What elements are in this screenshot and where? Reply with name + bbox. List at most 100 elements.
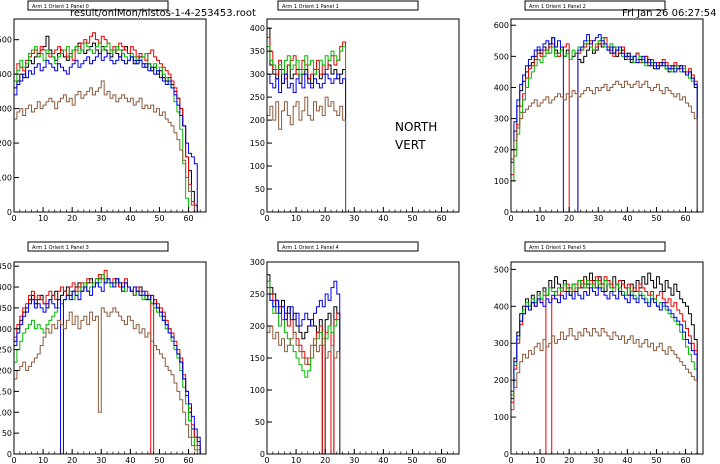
histogram-series-black bbox=[13, 274, 201, 454]
y-tick-label: 200 bbox=[494, 376, 509, 385]
x-tick-label: 20 bbox=[564, 214, 574, 223]
histogram-series-brown bbox=[266, 96, 352, 213]
y-tick-label: 200 bbox=[0, 139, 12, 148]
panel-title-box bbox=[277, 0, 419, 11]
panel-title-box bbox=[524, 0, 666, 11]
panel-title: Arm 1 Orient 1 Panel 0 bbox=[32, 4, 89, 10]
histogram-series-green bbox=[266, 46, 352, 213]
y-tick-label: 300 bbox=[250, 258, 265, 267]
x-tick-label: 60 bbox=[680, 456, 690, 464]
histogram-series-black bbox=[510, 272, 698, 454]
panel-title: Arm 1 Orient 1 Panel 4 bbox=[282, 245, 339, 251]
y-tick-label: 300 bbox=[0, 325, 12, 334]
y-tick-label: 200 bbox=[494, 146, 509, 155]
y-tick-label: 0 bbox=[7, 450, 12, 459]
histogram-series-blue bbox=[510, 34, 698, 213]
histogram-series-brown bbox=[266, 325, 349, 455]
x-tick-label: 10 bbox=[291, 456, 301, 464]
y-tick-label: 400 bbox=[250, 24, 265, 33]
histogram-series-green bbox=[510, 37, 698, 212]
x-tick-label: 20 bbox=[564, 456, 574, 464]
y-tick-label: 500 bbox=[494, 52, 509, 61]
datetime-label: Fri Jan 26 06:27:54 2006 bbox=[622, 8, 720, 19]
histogram-series-green bbox=[13, 42, 201, 213]
x-tick-label: 10 bbox=[38, 456, 48, 464]
x-tick-label: 30 bbox=[349, 456, 359, 464]
y-tick-label: 300 bbox=[250, 70, 265, 79]
y-tick-label: 150 bbox=[250, 354, 265, 363]
x-tick-label: 60 bbox=[436, 214, 446, 223]
x-tick-label: 10 bbox=[535, 214, 545, 223]
histogram-series-red bbox=[266, 36, 352, 213]
histogram-series-green bbox=[13, 274, 201, 454]
y-tick-label: 50 bbox=[255, 418, 265, 427]
x-tick-label: 0 bbox=[508, 214, 513, 223]
filename-label: result/onlMon/histos-1-4-253453.root bbox=[70, 8, 256, 19]
y-tick-label: 0 bbox=[260, 450, 265, 459]
x-tick-label: 40 bbox=[125, 456, 135, 464]
x-tick-label: 40 bbox=[378, 456, 388, 464]
plot-frame bbox=[510, 261, 704, 455]
histogram-series-blue bbox=[13, 52, 201, 213]
y-tick-label: 500 bbox=[494, 265, 509, 274]
y-tick-label: 500 bbox=[0, 36, 12, 45]
histogram-series-red bbox=[510, 276, 698, 455]
x-tick-label: 60 bbox=[436, 456, 446, 464]
panel-title: Arm 1 Orient 1 Panel 2 bbox=[529, 4, 586, 10]
x-tick-label: 40 bbox=[622, 456, 632, 464]
panel-title: Arm 1 Orient 1 Panel 5 bbox=[529, 245, 586, 251]
x-tick-label: 40 bbox=[622, 214, 632, 223]
y-tick-label: 400 bbox=[494, 83, 509, 92]
x-tick-label: 50 bbox=[407, 214, 417, 223]
y-tick-label: 250 bbox=[250, 290, 265, 299]
histogram-series-blue bbox=[266, 280, 349, 455]
annotation-north: NORTH bbox=[395, 120, 438, 134]
y-tick-label: 300 bbox=[494, 339, 509, 348]
histogram-series-brown bbox=[13, 80, 201, 213]
x-tick-label: 0 bbox=[11, 456, 16, 464]
x-tick-label: 20 bbox=[67, 456, 77, 464]
panel-title-box bbox=[27, 241, 169, 252]
plot-frame bbox=[13, 261, 207, 455]
x-tick-label: 30 bbox=[96, 456, 106, 464]
y-tick-label: 200 bbox=[250, 322, 265, 331]
plot-frame bbox=[13, 18, 207, 213]
x-tick-label: 20 bbox=[320, 214, 330, 223]
histogram-series-green bbox=[510, 279, 698, 454]
x-tick-label: 60 bbox=[183, 214, 193, 223]
histogram-series-red bbox=[13, 32, 201, 213]
x-tick-label: 50 bbox=[154, 456, 164, 464]
y-tick-label: 0 bbox=[7, 208, 12, 217]
plot-frame bbox=[510, 18, 704, 213]
y-tick-label: 250 bbox=[0, 346, 12, 355]
x-tick-label: 0 bbox=[508, 456, 513, 464]
y-tick-label: 400 bbox=[494, 302, 509, 311]
y-tick-label: 300 bbox=[494, 115, 509, 124]
y-tick-label: 100 bbox=[250, 162, 265, 171]
panel-title: Arm 1 Orient 1 Panel 3 bbox=[32, 245, 89, 251]
y-tick-label: 100 bbox=[494, 177, 509, 186]
x-tick-label: 20 bbox=[67, 214, 77, 223]
y-tick-label: 0 bbox=[504, 450, 509, 459]
y-tick-label: 150 bbox=[250, 139, 265, 148]
histogram-series-black bbox=[266, 27, 352, 213]
x-tick-label: 30 bbox=[349, 214, 359, 223]
plot-frame bbox=[266, 18, 460, 213]
y-tick-label: 0 bbox=[260, 208, 265, 217]
panel-title-box bbox=[524, 241, 666, 252]
y-tick-label: 100 bbox=[494, 413, 509, 422]
x-tick-label: 0 bbox=[264, 214, 269, 223]
histogram-series-brown bbox=[510, 327, 698, 454]
histogram-series-green bbox=[266, 280, 349, 455]
y-tick-label: 600 bbox=[494, 21, 509, 30]
x-tick-label: 50 bbox=[407, 456, 417, 464]
x-tick-label: 0 bbox=[11, 214, 16, 223]
y-tick-label: 250 bbox=[250, 93, 265, 102]
histogram-series-blue bbox=[13, 278, 201, 455]
histogram-series-black bbox=[510, 37, 698, 212]
x-tick-label: 30 bbox=[96, 214, 106, 223]
x-tick-label: 30 bbox=[593, 214, 603, 223]
x-tick-label: 30 bbox=[593, 456, 603, 464]
histogram-series-red bbox=[13, 269, 201, 455]
